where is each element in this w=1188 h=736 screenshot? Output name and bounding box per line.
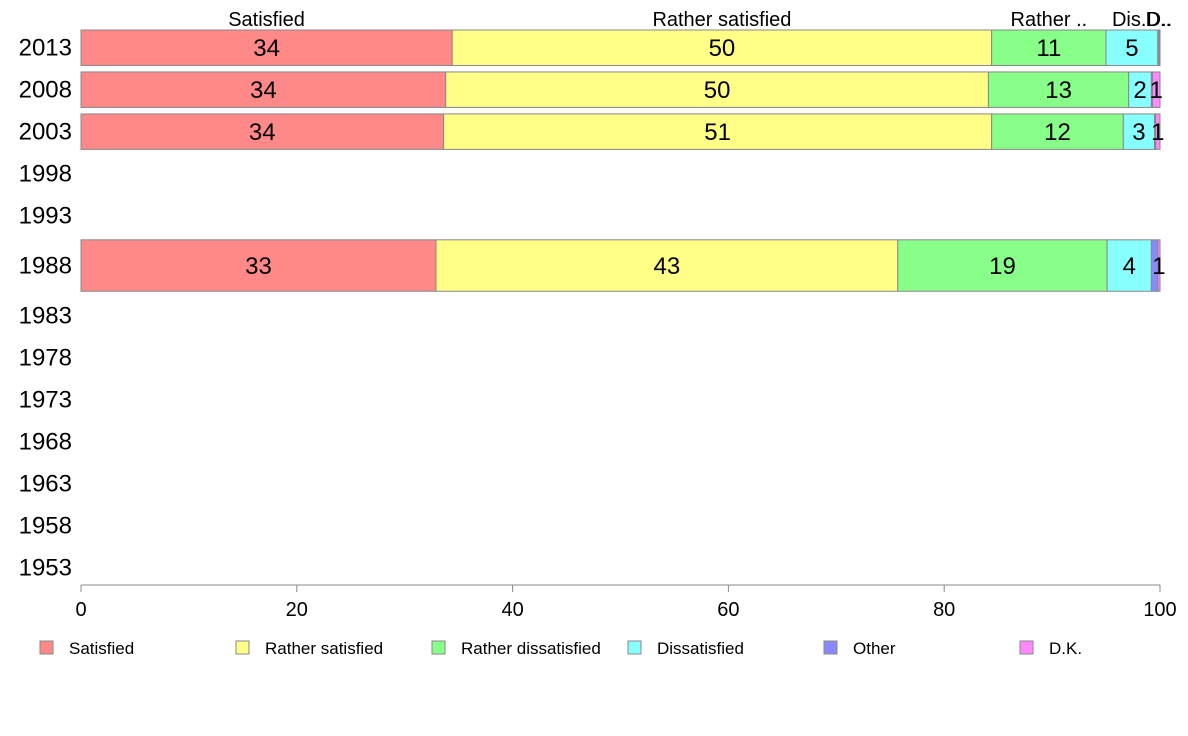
legend: Satisfied Rather satisfied Rather dissatis… <box>39 639 1082 658</box>
data-label-2008-satisfied: 34 <box>250 77 277 104</box>
y-tick-label-1958: 1958 <box>19 512 72 539</box>
legend-label-d-k-: D.K. <box>1049 639 1082 658</box>
data-label-2008-dissatisfied: 2 <box>1133 77 1146 104</box>
data-label-2013-satisfied: 34 <box>253 35 280 62</box>
data-label-2003-rather-satisfied: 51 <box>704 119 731 146</box>
legend-swatch-dissatisfied <box>627 640 642 655</box>
legend-label-rather-satisfied: Rather satisfied <box>265 639 383 658</box>
data-label-2008-rather-satisfied: 50 <box>704 77 731 104</box>
y-axis-labels: 2013 2008 2003 1998 1993 1988 1983 1978 1973 1968… <box>19 35 72 582</box>
top-label-d-k-: D.. <box>1147 9 1173 31</box>
top-label-satisfied: Satisfied <box>228 9 305 31</box>
top-label-other: D.. <box>1146 9 1172 31</box>
bar-2013-dissatisfied <box>1105 29 1159 66</box>
y-tick-label-1978: 1978 <box>19 344 72 371</box>
bar-2013-d-k- <box>1158 29 1161 66</box>
x-tick-label-100: 100 <box>1143 599 1176 621</box>
x-tick-label-40: 40 <box>501 599 523 621</box>
y-tick-label-1953: 1953 <box>19 554 72 581</box>
y-tick-label-1973: 1973 <box>19 386 72 413</box>
x-axis: 0 20 40 60 80 100 <box>75 584 1177 621</box>
top-category-labels: Satisfied Rather satisfied Rather .. Dis..D… <box>228 9 1172 31</box>
data-label-1988-rather-dissatisfied: 19 <box>989 253 1016 280</box>
legend-swatch-d-k- <box>1019 640 1034 655</box>
bar-2008-d-k- <box>1151 71 1161 108</box>
bar-1988-d-k- <box>1157 239 1161 292</box>
data-label-2008-d-k-: 1 <box>1150 77 1163 104</box>
legend-swatch-satisfied <box>39 640 54 655</box>
data-label-1988-rather-satisfied: 43 <box>654 253 681 280</box>
bar-2013-satisfied <box>80 29 453 66</box>
bar-1988-satisfied <box>80 239 437 292</box>
legend-swatch-rather-satisfied <box>235 640 250 655</box>
y-tick-label-2013: 2013 <box>19 35 72 62</box>
legend-swatch-other <box>823 640 838 655</box>
top-label-rather-satisfied: Rather satisfied <box>652 9 791 31</box>
legend-swatch-rather-dissatisfied <box>431 640 446 655</box>
data-label-2008-rather-dissatisfied: 13 <box>1045 77 1072 104</box>
data-label-1988-d-k-: 1 <box>1152 253 1165 280</box>
y-tick-label-1963: 1963 <box>19 470 72 497</box>
y-tick-label-2003: 2003 <box>19 119 72 146</box>
bars: 34 50 11 534 50 13 2 134 51 12 3 133 43 19 4 1 <box>80 29 1166 292</box>
bar-1988-dissatisfied <box>1106 239 1152 292</box>
x-tick-label-60: 60 <box>717 599 739 621</box>
top-label-dissatisfied: Dis.. <box>1112 9 1152 31</box>
bar-2008-rather-dissatisfied <box>987 71 1130 108</box>
y-tick-label-1983: 1983 <box>19 302 72 329</box>
bar-2008-satisfied <box>80 71 447 108</box>
bar-2003-d-k- <box>1155 113 1161 150</box>
legend-label-rather-dissatisfied: Rather dissatisfied <box>461 639 601 658</box>
legend-label-satisfied: Satisfied <box>69 639 134 658</box>
y-tick-label-1988: 1988 <box>19 253 72 280</box>
data-label-1988-satisfied: 33 <box>245 253 272 280</box>
bar-2008-rather-satisfied <box>445 71 989 108</box>
data-label-2013-rather-dissatisfied: 11 <box>1036 35 1061 62</box>
legend-label-other: Other <box>853 639 896 658</box>
bar-2003-rather-dissatisfied <box>991 113 1124 150</box>
y-tick-label-1998: 1998 <box>19 161 72 188</box>
x-tick-label-0: 0 <box>75 599 86 621</box>
y-tick-label-1993: 1993 <box>19 203 72 230</box>
top-label-rather-dissatisfied: Rather .. <box>1011 9 1088 31</box>
bar-2003-satisfied <box>80 113 445 150</box>
y-tick-label-2008: 2008 <box>19 77 72 104</box>
bar-2013-rather-dissatisfied <box>991 29 1107 66</box>
data-label-2003-rather-dissatisfied: 12 <box>1044 119 1071 146</box>
data-label-2003-satisfied: 34 <box>249 119 276 146</box>
data-label-2013-dissatisfied: 5 <box>1125 35 1138 62</box>
x-tick-label-80: 80 <box>933 599 955 621</box>
y-tick-label-1968: 1968 <box>19 428 72 455</box>
data-label-2003-dissatisfied: 3 <box>1132 119 1145 146</box>
data-label-2003-d-k-: 1 <box>1151 119 1164 146</box>
x-tick-label-20: 20 <box>286 599 308 621</box>
data-label-2013-rather-satisfied: 50 <box>709 35 736 62</box>
data-label-1988-dissatisfied: 4 <box>1123 253 1136 280</box>
legend-label-dissatisfied: Dissatisfied <box>657 639 744 658</box>
